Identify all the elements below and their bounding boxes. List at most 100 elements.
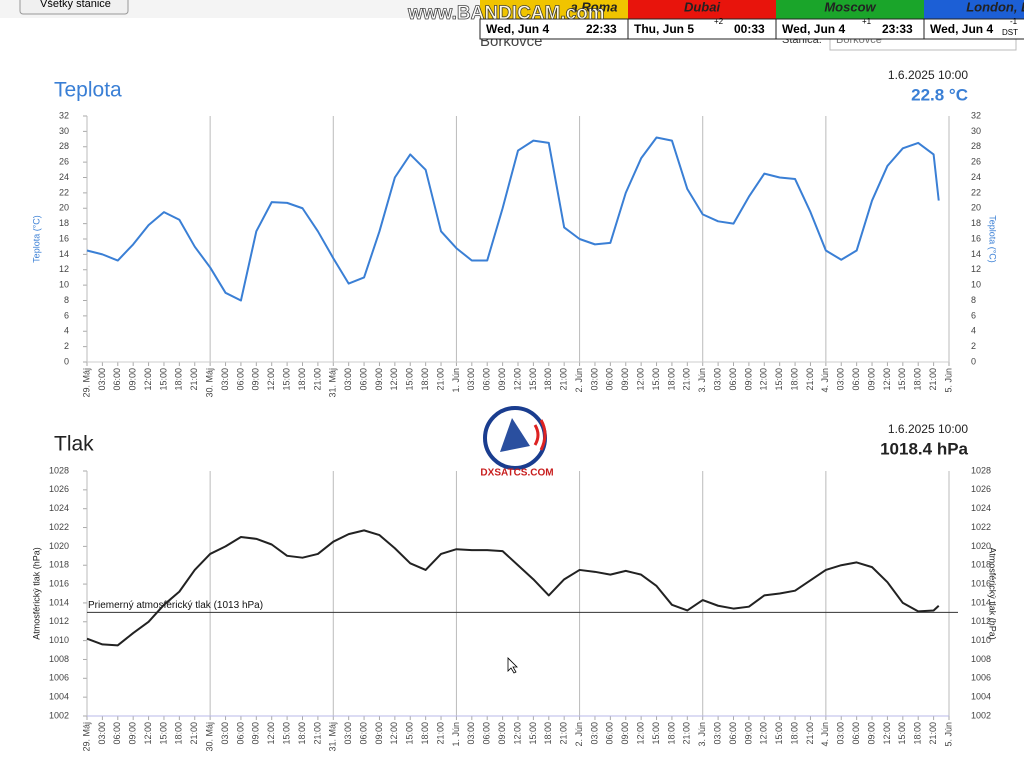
x-tick-label: 15:00 — [281, 722, 291, 745]
logo-dish — [500, 418, 530, 452]
x-tick-label: 21:00 — [312, 722, 322, 745]
x-tick-label: 21:00 — [312, 368, 322, 391]
x-tick-label: 09:00 — [620, 368, 630, 391]
x-tick-label: 15:00 — [281, 368, 291, 391]
x-tick-label: 18:00 — [543, 722, 553, 745]
x-tick-label: 03:00 — [220, 368, 230, 391]
x-tick-label: 03:00 — [466, 722, 476, 745]
y-tick-label-right: 12 — [971, 264, 981, 274]
x-tick-label: 18:00 — [174, 368, 184, 391]
x-tick-label: 3. Jún — [697, 722, 707, 747]
clock-dst: DST — [1002, 28, 1018, 37]
x-tick-label: 31. Máj — [328, 368, 338, 398]
x-tick-label: 09:00 — [251, 368, 261, 391]
y-tick-label: 8 — [64, 295, 69, 305]
x-tick-label: 21:00 — [805, 722, 815, 745]
current-value: 1018.4 hPa — [880, 439, 968, 458]
y-tick-label: 30 — [59, 126, 69, 136]
clock-city: Dubai — [684, 0, 721, 14]
x-tick-label: 29. Máj — [81, 368, 91, 398]
x-tick-label: 12:00 — [512, 368, 522, 391]
mouse-cursor — [507, 657, 518, 674]
x-tick-label: 5. Jún — [943, 722, 953, 747]
x-tick-label: 15:00 — [405, 722, 415, 745]
y-tick-label-right: 1018 — [971, 560, 991, 570]
chart-title: Teplota — [54, 79, 122, 102]
clock-time: 23:33 — [882, 22, 913, 36]
x-tick-label: 21:00 — [559, 368, 569, 391]
x-tick-label: 06:00 — [605, 722, 615, 745]
y-axis-title: Atmosférický tlak (hPa) — [31, 547, 41, 640]
x-tick-label: 09:00 — [128, 368, 138, 391]
y-tick-label: 1004 — [49, 692, 69, 702]
x-tick-label: 2. Jún — [574, 722, 584, 747]
y-tick-label-right: 6 — [971, 310, 976, 320]
y-tick-label-right: 1028 — [971, 465, 991, 475]
y-tick-label-right: 14 — [971, 249, 981, 259]
y-tick-label: 32 — [59, 110, 69, 120]
y-tick-label: 1026 — [49, 484, 69, 494]
x-tick-label: 09:00 — [866, 722, 876, 745]
y-tick-label: 1006 — [49, 673, 69, 683]
y-tick-label: 4 — [64, 326, 69, 336]
clock-time: 22:33 — [586, 22, 617, 36]
y-tick-label-right: 1006 — [971, 673, 991, 683]
x-tick-label: 12:00 — [882, 368, 892, 391]
x-tick-label: 06:00 — [605, 368, 615, 391]
y-tick-label-right: 1004 — [971, 692, 991, 702]
x-tick-label: 2. Jún — [574, 368, 584, 393]
y-tick-label-right: 1014 — [971, 597, 991, 607]
x-tick-label: 18:00 — [666, 368, 676, 391]
y-tick-label: 16 — [59, 233, 69, 243]
x-tick-label: 09:00 — [743, 722, 753, 745]
x-tick-label: 03:00 — [589, 722, 599, 745]
data-line — [86, 529, 940, 647]
clock-city: a Roma — [571, 0, 618, 14]
x-tick-label: 15:00 — [651, 722, 661, 745]
x-tick-label: 21:00 — [435, 368, 445, 391]
clock-header — [480, 0, 628, 19]
x-tick-label: 15:00 — [528, 722, 538, 745]
y-tick-label: 1010 — [49, 635, 69, 645]
current-value: 22.8 °C — [911, 85, 968, 104]
x-tick-label: 21:00 — [189, 368, 199, 391]
clock-header — [628, 0, 776, 19]
x-tick-label: 09:00 — [128, 722, 138, 745]
x-tick-label: 09:00 — [743, 368, 753, 391]
x-tick-label: 21:00 — [682, 368, 692, 391]
x-tick-label: 18:00 — [913, 368, 923, 391]
y-tick-label: 12 — [59, 264, 69, 274]
x-tick-label: 18:00 — [420, 368, 430, 391]
clock-date: Thu, Jun 5 — [634, 22, 694, 36]
x-tick-label: 12:00 — [266, 722, 276, 745]
button-label[interactable]: Všetky stanice — [40, 0, 111, 10]
clock-date: Wed, Jun 4 — [486, 22, 549, 36]
y-tick-label-right: 4 — [971, 326, 976, 336]
x-tick-label: 18:00 — [913, 722, 923, 745]
x-tick-label: 03:00 — [466, 368, 476, 391]
x-tick-label: 1. Jún — [451, 368, 461, 393]
clock-date: Wed, Jun 4 — [930, 22, 993, 36]
x-tick-label: 09:00 — [620, 722, 630, 745]
x-tick-label: 15:00 — [897, 722, 907, 745]
x-tick-label: 12:00 — [143, 368, 153, 391]
clock-row — [923, 18, 1024, 40]
x-tick-label: 30. Máj — [205, 722, 215, 752]
world-clocks: a Roma Wed, Jun 4 22:33 Dubai Thu, Jun 5 00:3… — [479, 0, 1024, 40]
y-tick-label-right: 1026 — [971, 484, 991, 494]
stations-button[interactable] — [19, 0, 129, 15]
current-time: 1.6.2025 10:00 — [888, 422, 968, 436]
x-tick-label: 06:00 — [728, 368, 738, 391]
x-tick-label: 31. Máj — [328, 722, 338, 752]
y-tick-label: 1028 — [49, 465, 69, 475]
clock-time: 00:33 — [734, 22, 765, 36]
y-tick-label-right: 22 — [971, 187, 981, 197]
x-tick-label: 18:00 — [297, 722, 307, 745]
x-tick-label: 30. Máj — [205, 368, 215, 398]
x-tick-label: 15:00 — [405, 368, 415, 391]
x-tick-label: 3. Jún — [697, 368, 707, 393]
x-tick-label: 15:00 — [651, 368, 661, 391]
x-tick-label: 12:00 — [266, 368, 276, 391]
y-tick-label-right: 20 — [971, 203, 981, 213]
